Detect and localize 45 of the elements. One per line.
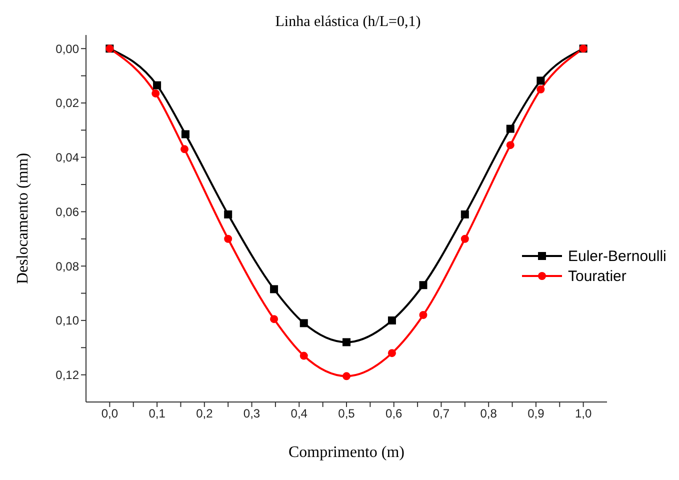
point	[506, 141, 514, 150]
x-tick-label: 0,3	[243, 406, 260, 421]
x-tick-label: 0,8	[480, 406, 498, 421]
y-tick-label: 0,00	[56, 42, 80, 56]
x-tick-label: 0,7	[432, 406, 450, 421]
chart-title: Linha elástica (h/L=0,1)	[274, 14, 422, 31]
point	[181, 130, 190, 138]
y-axis-title: Deslocamento (mm)	[14, 152, 32, 284]
point	[224, 210, 232, 218]
x-tick-label: 0,4	[290, 406, 308, 421]
point	[300, 319, 308, 328]
point	[153, 81, 162, 90]
x-tick-label: 0,6	[386, 406, 403, 421]
point	[388, 316, 396, 324]
point	[506, 124, 514, 133]
point	[536, 85, 545, 94]
y-tick-label: 0,04	[56, 150, 80, 165]
point	[460, 234, 469, 243]
point	[224, 234, 232, 243]
y-tick-label: 0,10	[56, 314, 80, 328]
point	[180, 145, 189, 154]
point	[270, 315, 278, 324]
x-tick-label: 0,0	[101, 406, 118, 421]
y-tick-label: 0,08	[56, 259, 80, 274]
point	[270, 285, 278, 294]
x-tick-label: 0,2	[196, 406, 214, 421]
legend-label: Euler-Bernoulli	[568, 248, 666, 264]
y-tick-label: 0,12	[56, 368, 80, 382]
point	[342, 372, 350, 380]
x-tick-label: 0,5	[338, 406, 356, 421]
point	[300, 352, 308, 360]
x-tick-label: 0,1	[148, 406, 166, 421]
point	[536, 76, 545, 85]
legend-label: Touratier	[568, 268, 626, 284]
y-tick-label: 0,02	[56, 96, 80, 110]
point	[388, 349, 396, 358]
point	[152, 89, 160, 98]
point	[419, 311, 428, 320]
point	[342, 338, 350, 346]
y-tick-label: 0,06	[56, 204, 80, 219]
point	[419, 281, 428, 290]
x-tick-label: 1,0	[574, 406, 592, 421]
x-tick-label: 0,9	[528, 406, 545, 421]
x-axis-title: Comprimento (m)	[288, 444, 404, 461]
point	[460, 210, 469, 218]
